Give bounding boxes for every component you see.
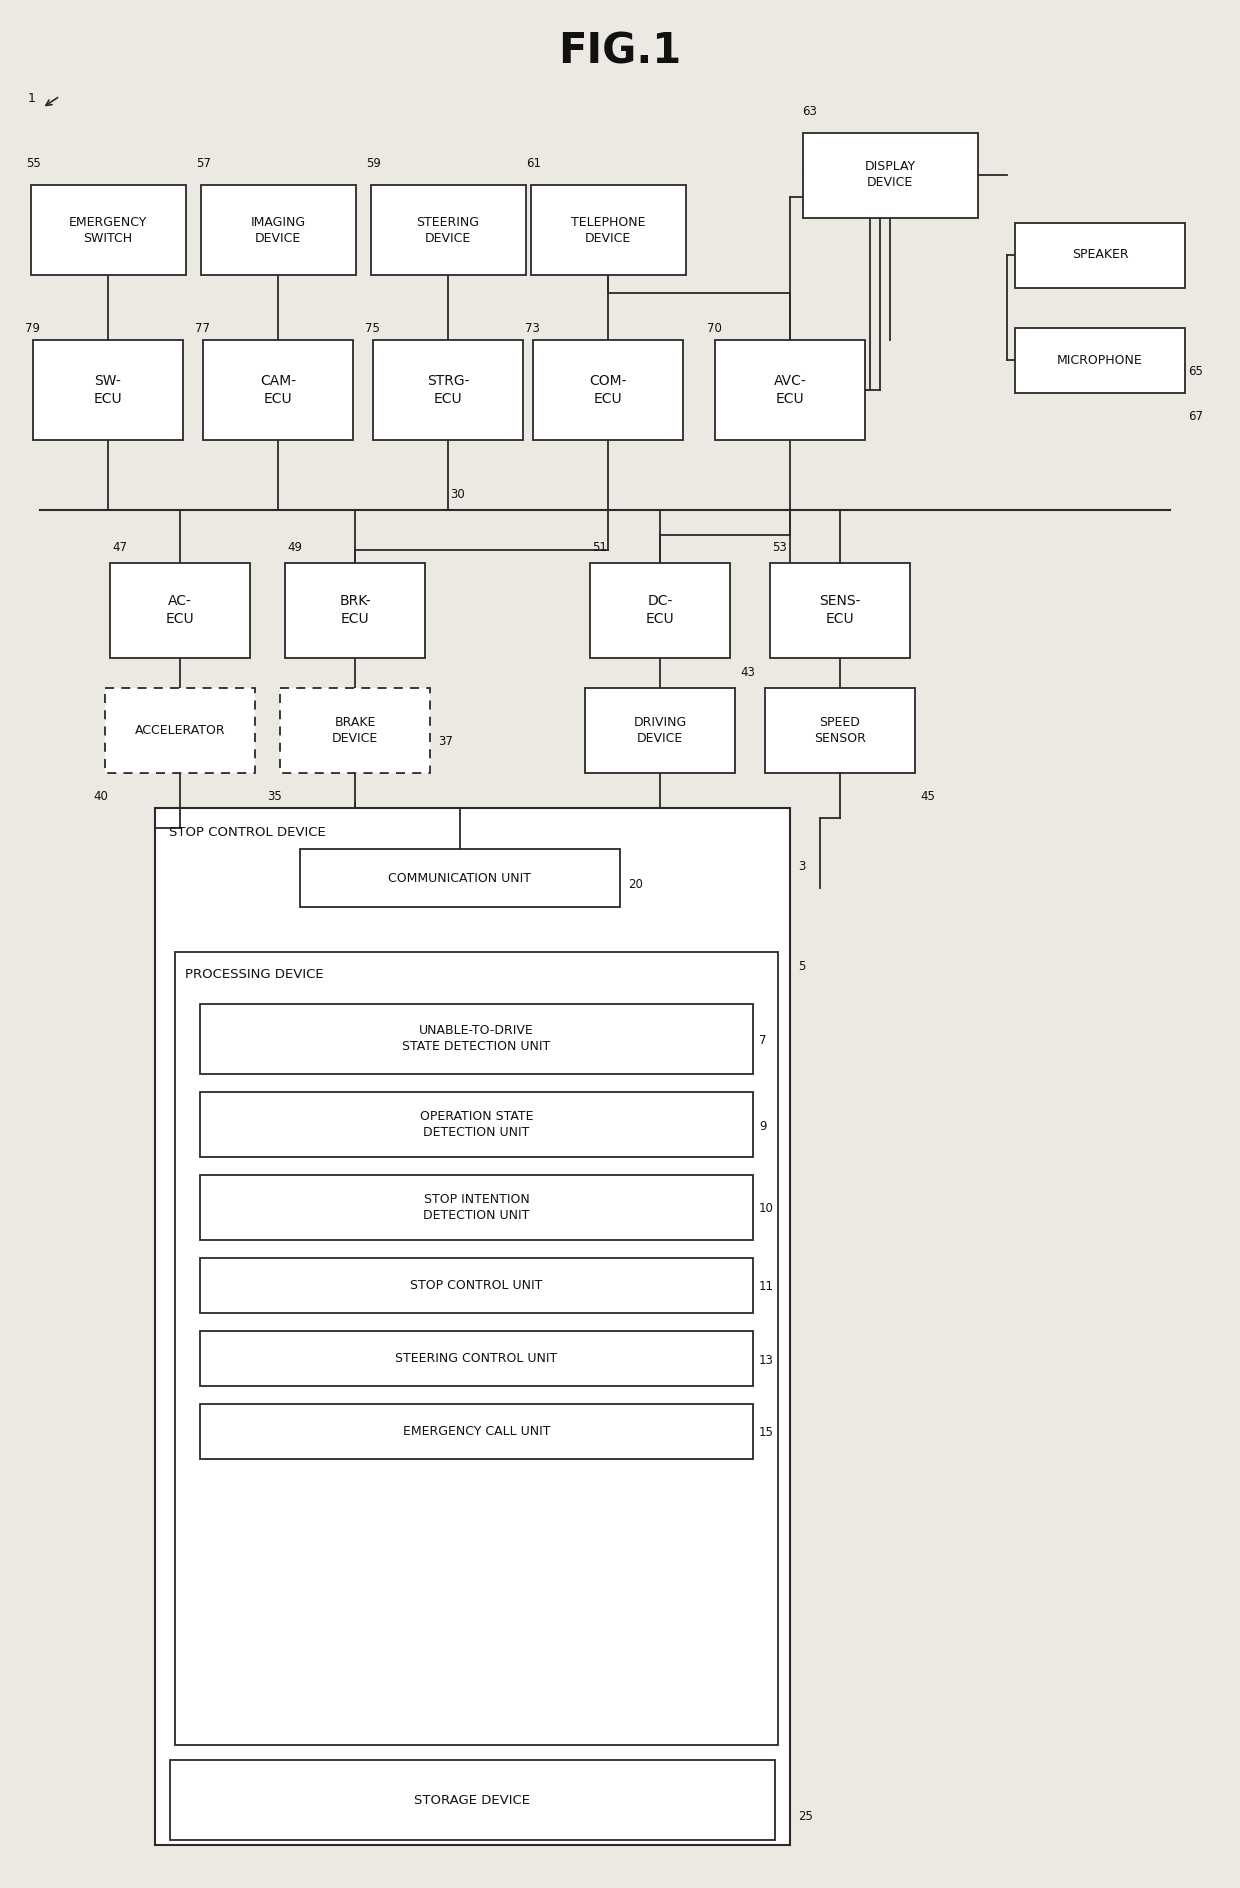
- Text: CAM-
ECU: CAM- ECU: [260, 374, 296, 406]
- Bar: [201, 185, 356, 276]
- Bar: [170, 1760, 775, 1841]
- Text: 53: 53: [773, 542, 786, 553]
- Text: IMAGING
DEVICE: IMAGING DEVICE: [250, 215, 305, 245]
- Text: 73: 73: [525, 323, 539, 334]
- Bar: [105, 687, 255, 772]
- Text: 13: 13: [759, 1354, 774, 1367]
- Text: AVC-
ECU: AVC- ECU: [774, 374, 806, 406]
- Text: 45: 45: [920, 789, 935, 802]
- Text: TELEPHONE
DEVICE: TELEPHONE DEVICE: [570, 215, 645, 245]
- Text: EMERGENCY
SWITCH: EMERGENCY SWITCH: [68, 215, 148, 245]
- Bar: [585, 687, 735, 772]
- Text: STEERING CONTROL UNIT: STEERING CONTROL UNIT: [396, 1352, 558, 1365]
- Text: MICROPHONE: MICROPHONE: [1058, 353, 1143, 366]
- Text: 47: 47: [112, 542, 126, 553]
- Bar: [155, 808, 790, 1845]
- Bar: [1016, 223, 1185, 287]
- Text: 30: 30: [450, 487, 465, 500]
- Bar: [533, 340, 683, 440]
- Bar: [715, 340, 866, 440]
- Text: AC-
ECU: AC- ECU: [166, 595, 195, 625]
- Text: DC-
ECU: DC- ECU: [646, 595, 675, 625]
- Bar: [203, 340, 353, 440]
- Text: 35: 35: [267, 789, 281, 802]
- Text: DRIVING
DEVICE: DRIVING DEVICE: [634, 716, 687, 744]
- Bar: [770, 563, 910, 657]
- Text: 79: 79: [25, 323, 40, 334]
- Text: COM-
ECU: COM- ECU: [589, 374, 626, 406]
- Bar: [531, 185, 686, 276]
- Bar: [33, 340, 184, 440]
- Text: SPEAKER: SPEAKER: [1071, 249, 1128, 262]
- Text: SPEED
SENSOR: SPEED SENSOR: [815, 716, 866, 744]
- Text: 5: 5: [799, 959, 805, 972]
- Text: 57: 57: [196, 157, 211, 170]
- Bar: [200, 1257, 753, 1312]
- Text: 3: 3: [799, 861, 805, 872]
- Text: 25: 25: [799, 1811, 813, 1824]
- Text: STOP INTENTION
DETECTION UNIT: STOP INTENTION DETECTION UNIT: [423, 1193, 529, 1222]
- Bar: [765, 687, 915, 772]
- Text: 63: 63: [802, 106, 817, 117]
- Text: 55: 55: [26, 157, 41, 170]
- Text: FIG.1: FIG.1: [558, 30, 682, 74]
- Text: PROCESSING DEVICE: PROCESSING DEVICE: [185, 969, 324, 982]
- Text: 15: 15: [759, 1427, 774, 1439]
- Bar: [802, 132, 977, 217]
- Bar: [300, 850, 620, 906]
- Bar: [200, 1091, 753, 1157]
- Text: 10: 10: [759, 1203, 774, 1216]
- Text: 65: 65: [1188, 364, 1203, 378]
- Text: UNABLE-TO-DRIVE
STATE DETECTION UNIT: UNABLE-TO-DRIVE STATE DETECTION UNIT: [402, 1025, 551, 1054]
- Text: 11: 11: [759, 1280, 774, 1293]
- Bar: [31, 185, 186, 276]
- Bar: [175, 952, 777, 1745]
- Text: STEERING
DEVICE: STEERING DEVICE: [417, 215, 480, 245]
- Text: 37: 37: [438, 734, 453, 748]
- Bar: [200, 1174, 753, 1240]
- Text: ACCELERATOR: ACCELERATOR: [135, 723, 226, 736]
- Bar: [373, 340, 523, 440]
- Text: 75: 75: [365, 323, 379, 334]
- Text: EMERGENCY CALL UNIT: EMERGENCY CALL UNIT: [403, 1425, 551, 1439]
- Bar: [200, 1405, 753, 1459]
- Text: 9: 9: [759, 1120, 766, 1133]
- Text: BRAKE
DEVICE: BRAKE DEVICE: [332, 716, 378, 744]
- Text: 7: 7: [759, 1035, 766, 1048]
- Text: BRK-
ECU: BRK- ECU: [340, 595, 371, 625]
- Text: 49: 49: [286, 542, 303, 553]
- Text: SENS-
ECU: SENS- ECU: [820, 595, 861, 625]
- Text: 61: 61: [526, 157, 541, 170]
- Text: 59: 59: [366, 157, 381, 170]
- Bar: [280, 687, 430, 772]
- Bar: [200, 1004, 753, 1074]
- Text: STOP CONTROL DEVICE: STOP CONTROL DEVICE: [169, 827, 326, 838]
- Text: 20: 20: [627, 878, 642, 891]
- Bar: [1016, 327, 1185, 393]
- Text: STORAGE DEVICE: STORAGE DEVICE: [414, 1794, 531, 1807]
- Bar: [200, 1331, 753, 1386]
- Text: COMMUNICATION UNIT: COMMUNICATION UNIT: [388, 872, 532, 884]
- Text: STOP CONTROL UNIT: STOP CONTROL UNIT: [410, 1278, 543, 1291]
- Text: 1: 1: [29, 93, 36, 106]
- Text: 40: 40: [93, 789, 108, 802]
- Text: 67: 67: [1188, 410, 1203, 423]
- Bar: [371, 185, 526, 276]
- Text: 77: 77: [195, 323, 210, 334]
- Text: STRG-
ECU: STRG- ECU: [427, 374, 469, 406]
- Text: 70: 70: [707, 323, 722, 334]
- Text: DISPLAY
DEVICE: DISPLAY DEVICE: [864, 160, 915, 189]
- Bar: [590, 563, 730, 657]
- Text: SW-
ECU: SW- ECU: [94, 374, 123, 406]
- Text: 43: 43: [740, 666, 755, 680]
- Text: OPERATION STATE
DETECTION UNIT: OPERATION STATE DETECTION UNIT: [420, 1110, 533, 1138]
- Bar: [285, 563, 425, 657]
- Bar: [110, 563, 250, 657]
- Text: 51: 51: [591, 542, 606, 553]
